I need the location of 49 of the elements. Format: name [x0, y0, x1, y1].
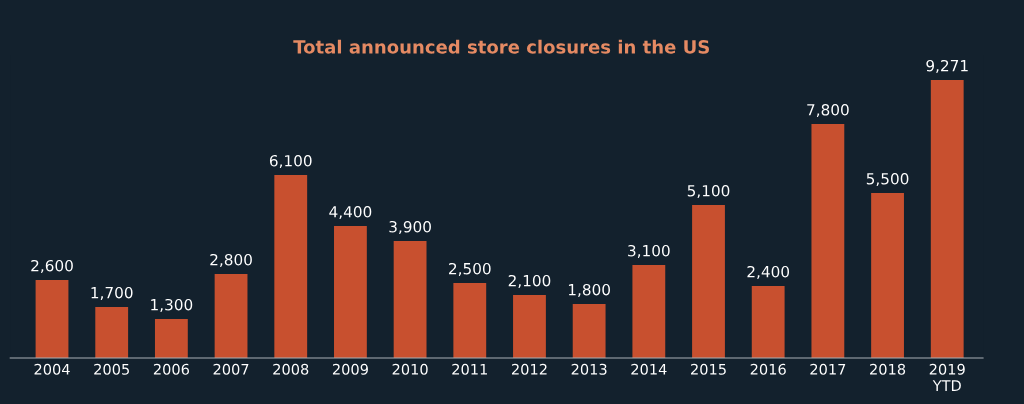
bar — [692, 205, 725, 358]
bar — [274, 175, 308, 358]
x-tick-label: 2016 — [750, 363, 786, 375]
x-tick-label: 2014 — [631, 363, 667, 375]
x-tick-label: 2015 — [691, 363, 726, 375]
x-tick-label: 2019 YTD — [929, 363, 965, 391]
x-tick-label: 2008 — [273, 363, 309, 375]
data-label: 2,100 — [508, 274, 551, 289]
bar — [751, 285, 785, 358]
x-tick-label: 2013 — [571, 363, 607, 375]
bar — [95, 306, 129, 358]
data-label: 1,700 — [91, 286, 133, 301]
bar — [513, 294, 546, 358]
bar — [811, 124, 845, 358]
x-tick-label: 2011 — [452, 363, 487, 375]
data-label: 1,800 — [568, 283, 610, 298]
data-label: 6,100 — [269, 154, 312, 169]
x-tick-label: 2007 — [213, 363, 249, 375]
data-label: 7,800 — [807, 104, 849, 118]
bar — [572, 303, 606, 358]
x-tick-label: 2009 — [332, 363, 368, 375]
bar — [632, 264, 666, 358]
bar — [453, 282, 487, 358]
x-tick-label: 2006 — [153, 363, 190, 375]
data-label: 3,100 — [628, 244, 670, 259]
data-label: 2,500 — [449, 262, 491, 277]
data-label: 3,900 — [389, 220, 431, 235]
bar — [871, 193, 904, 358]
bar — [393, 241, 427, 358]
data-label: 9,271 — [926, 59, 968, 74]
data-label: 2,400 — [747, 265, 790, 280]
data-label: 5,100 — [687, 184, 730, 199]
bar — [214, 273, 248, 358]
bar — [154, 318, 188, 358]
data-label: 1,300 — [151, 298, 193, 313]
chart-title: Total announced store closures in the US — [293, 39, 709, 54]
bar — [35, 279, 69, 358]
x-tick-label: 2004 — [34, 363, 70, 375]
data-label: 2,600 — [31, 259, 73, 274]
data-label: 2,800 — [210, 253, 252, 268]
data-label: 5,500 — [866, 172, 909, 187]
x-tick-label: 2005 — [94, 363, 129, 375]
data-label: 4,400 — [329, 205, 372, 220]
x-tick-label: 2018 — [870, 363, 906, 375]
x-tick-label: 2012 — [511, 363, 547, 375]
bar — [930, 79, 964, 358]
x-tick-label: 2017 — [810, 363, 846, 375]
bar — [334, 226, 367, 358]
x-tick-label: 2010 — [392, 363, 428, 375]
